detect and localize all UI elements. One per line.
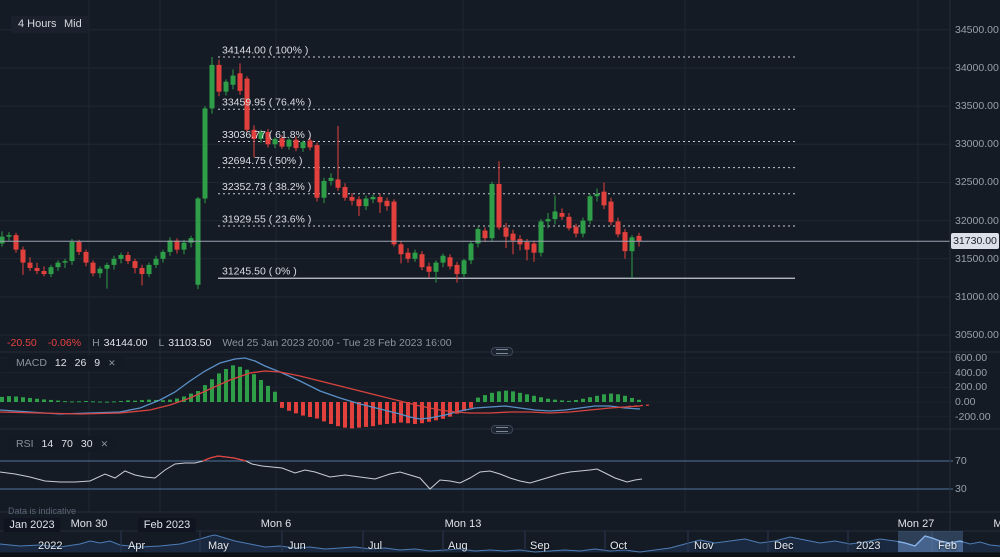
svg-text:32352.73 ( 38.2% ): 32352.73 ( 38.2% ) [222,181,311,193]
macd-indicator-pill: MACD 12 26 9 ✕ [8,355,124,371]
navigator-month-label: Apr [128,540,146,552]
timeframe-button[interactable]: 4 Hours [11,16,64,33]
macd-param-slow: 26 [74,357,87,369]
high-value: 34144.00 [103,337,148,349]
rsi-param-lower: 30 [80,438,93,450]
low-label: L [158,337,165,349]
price-axis-label: 31500.00 [955,252,999,265]
price-axis-label: 31000.00 [955,290,999,303]
macd-axis-label: 0.00 [955,396,976,408]
price-axis-label: 32000.00 [955,214,999,227]
price-axis-label: 30500.00 [955,329,999,342]
time-axis-label: Feb 2023 [137,518,197,532]
macd-param-signal: 9 [94,357,101,369]
navigator-month-label: Feb [938,540,957,552]
svg-text:31245.50 ( 0% ): 31245.50 ( 0% ) [222,266,297,278]
macd-axis-label: -200.00 [955,410,991,423]
navigator-month-label: 2023 [856,540,881,552]
change-value: -20.50 [7,337,37,349]
macd-axis-label: 200.00 [955,381,988,394]
low-value: 31103.50 [168,337,212,349]
svg-text:34144.00 ( 100% ): 34144.00 ( 100% ) [222,44,308,56]
time-axis-label: Mon 13 [444,518,482,530]
rsi-close-icon[interactable]: ✕ [100,438,109,449]
change-percent: -0.06% [47,337,82,349]
time-axis-label: Jan 2023 [3,518,61,532]
date-range: Wed 25 Jan 2023 20:00 - Tue 28 Feb 2023 … [222,337,452,349]
time-axis-label: Mon 30 [70,518,108,530]
rsi-axis-label: 70 [955,455,967,467]
svg-text:31929.55 ( 23.6% ): 31929.55 ( 23.6% ) [222,214,311,226]
rsi-axis-label: 30 [955,483,967,495]
price-axis-label: 33000.00 [955,138,999,151]
price-type-button[interactable]: Mid [57,16,89,33]
navigator-month-label: Oct [610,540,628,552]
macd-name: MACD [16,357,47,369]
macd-axis-label: 600.00 [955,352,988,365]
pane-resize-handle-rsi[interactable] [491,425,513,434]
rsi-param-period: 14 [41,438,54,450]
macd-axis-label: 400.00 [955,366,988,379]
macd-close-icon[interactable]: ✕ [108,357,116,368]
navigator-selection-region[interactable] [898,531,963,552]
navigator-month-label: Dec [774,540,794,552]
navigator-month-label: Sep [530,540,550,552]
navigator-month-label: 2022 [38,540,63,552]
svg-text:33459.95 ( 76.4% ): 33459.95 ( 76.4% ) [222,97,311,109]
time-axis-label: M [993,518,1000,530]
svg-text:32694.75 ( 50% ): 32694.75 ( 50% ) [222,155,303,167]
navigator-month-label: Jun [288,540,306,552]
data-indicative-note: Data is indicative [8,506,77,516]
status-bar: -20.50 -0.06% H 34144.00 L 31103.50 Wed … [7,337,452,349]
navigator-month-label: Jul [368,540,383,552]
navigator-month-label: May [208,540,229,552]
high-label: H [92,337,100,349]
rsi-name: RSI [16,438,34,450]
svg-text:33036.77 ( 61.8% ): 33036.77 ( 61.8% ) [222,129,311,141]
time-axis-label: Mon 6 [260,518,292,530]
price-axis-label: 34500.00 [955,23,999,36]
time-axis-label: Mon 27 [897,518,935,530]
pane-resize-handle-macd[interactable] [491,347,513,356]
high-readout: H 34144.00 [92,337,147,349]
navigator-month-label: Nov [694,540,714,552]
low-readout: L 31103.50 [158,337,211,349]
navigator-month-label: Aug [448,540,468,552]
macd-param-fast: 12 [54,357,67,369]
price-axis-label: 34000.00 [955,61,999,74]
price-axis-label: 32500.00 [955,176,999,189]
rsi-param-upper: 70 [61,438,73,450]
current-price-badge: 31730.00 [951,233,999,249]
rsi-indicator-pill: RSI 14 70 30 ✕ [8,436,117,452]
price-axis-label: 33500.00 [955,100,999,113]
